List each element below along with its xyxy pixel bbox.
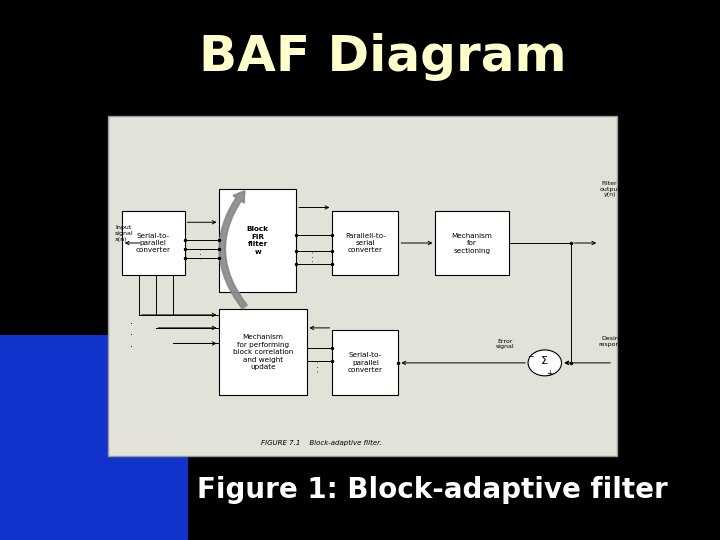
FancyBboxPatch shape: [436, 211, 508, 275]
Text: Serial-to-
parallel
converter: Serial-to- parallel converter: [348, 353, 383, 373]
FancyBboxPatch shape: [220, 189, 296, 292]
FancyBboxPatch shape: [0, 335, 188, 540]
FancyBboxPatch shape: [220, 309, 307, 395]
Text: · · ·: · · ·: [199, 248, 205, 259]
Text: ·
·
·: · · ·: [130, 319, 132, 352]
Text: Desired
response: Desired response: [599, 336, 627, 347]
Text: Σ: Σ: [541, 356, 549, 366]
Text: Error
signal: Error signal: [496, 339, 514, 349]
Text: · · ·: · · ·: [316, 360, 323, 372]
Circle shape: [528, 350, 562, 376]
Text: Figure 1: Block-adaptive filter: Figure 1: Block-adaptive filter: [197, 476, 667, 504]
Text: Block
FIR
filter
w: Block FIR filter w: [247, 226, 269, 254]
FancyBboxPatch shape: [122, 211, 184, 275]
Text: FIGURE 7.1    Block-adaptive filter.: FIGURE 7.1 Block-adaptive filter.: [261, 440, 382, 446]
Text: Parallell-to-
serial
converter: Parallell-to- serial converter: [345, 233, 386, 253]
Text: −: −: [527, 352, 534, 361]
Text: Mechanism
for
sectioning: Mechanism for sectioning: [451, 233, 492, 253]
Text: BAF Diagram: BAF Diagram: [199, 33, 567, 80]
Text: Serial-to-
parallel
converter: Serial-to- parallel converter: [136, 233, 171, 253]
FancyBboxPatch shape: [108, 116, 616, 456]
FancyArrowPatch shape: [220, 191, 247, 308]
Text: Input
signal
x(n): Input signal x(n): [115, 225, 134, 241]
Text: · · ·: · · ·: [311, 251, 318, 262]
Text: +: +: [546, 369, 553, 378]
Text: Mechanism
for performing
block correlation
and weight
update: Mechanism for performing block correlati…: [233, 334, 293, 370]
FancyBboxPatch shape: [333, 330, 398, 395]
Text: Filter
output
y(n): Filter output y(n): [599, 181, 620, 197]
FancyBboxPatch shape: [333, 211, 398, 275]
